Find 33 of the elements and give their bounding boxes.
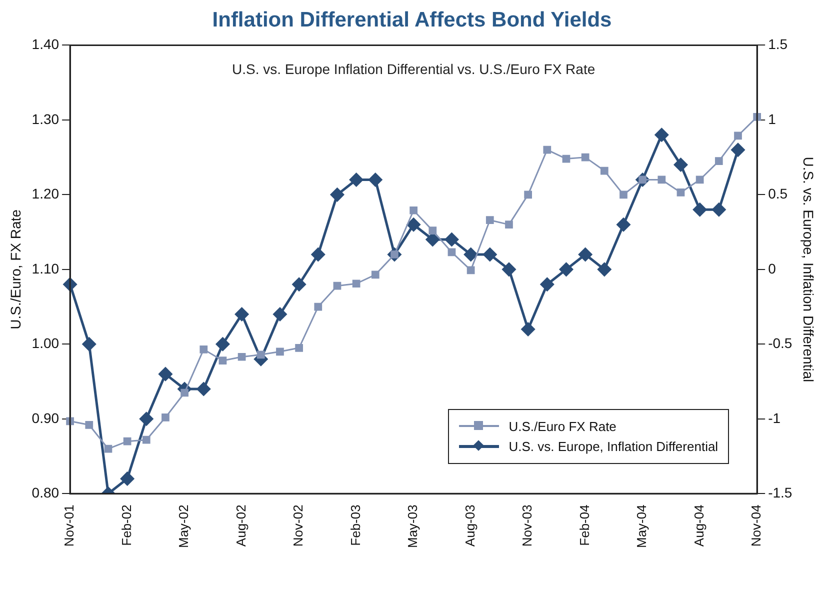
x-tick-label: Feb-03 — [348, 504, 363, 546]
x-tick-label: Aug-02 — [233, 504, 248, 547]
x-tick-label: Aug-03 — [462, 504, 478, 547]
y-axis-title: U.S./Euro, FX Rate — [7, 209, 24, 330]
x-tick-label: Aug-04 — [691, 504, 706, 547]
y2-tick-label: -0.5 — [768, 335, 792, 352]
x-tick-label: May-04 — [634, 504, 650, 548]
x-tick-label: May-03 — [405, 504, 420, 548]
y2-axis-title: U.S. vs. Europe, Inflation Differential — [800, 156, 817, 382]
y2-tick-label: -1 — [768, 410, 781, 426]
y-tick-label: 1.00 — [32, 335, 60, 352]
chart-title: Inflation Differential Affects Bond Yields — [212, 8, 612, 32]
legend-label: U.S./Euro FX Rate — [508, 418, 616, 434]
x-tick-label: Feb-04 — [576, 504, 592, 546]
text: U.S. vs. Europe Inflation Differential vs. U.S./Euro FX Rate — [232, 61, 596, 78]
y-tick-label: 0.90 — [32, 410, 60, 426]
y-tick-label: 1.20 — [32, 186, 60, 202]
y-tick-label: 0.80 — [32, 484, 60, 501]
y-tick-label: 1.40 — [32, 36, 60, 52]
y-tick-label: 1.30 — [32, 110, 60, 127]
y2-tick-label: 1 — [768, 110, 776, 127]
y-tick-label: 1.10 — [32, 260, 60, 276]
legend-label: U.S. vs. Europe, Inflation Differential — [508, 438, 718, 454]
y2-tick-label: 1.5 — [768, 36, 788, 52]
y2-tick-label: -1.5 — [768, 484, 792, 501]
x-tick-label: Nov-01 — [62, 504, 77, 547]
x-tick-label: Nov-04 — [748, 504, 764, 547]
x-tick-label: Feb-02 — [118, 504, 134, 546]
x-tick-label: Nov-03 — [520, 504, 535, 547]
x-tick-label: May-02 — [176, 504, 192, 548]
y2-tick-label: 0.5 — [768, 186, 788, 202]
x-tick-label: Nov-02 — [290, 504, 306, 547]
y2-tick-label: 0 — [768, 260, 776, 276]
